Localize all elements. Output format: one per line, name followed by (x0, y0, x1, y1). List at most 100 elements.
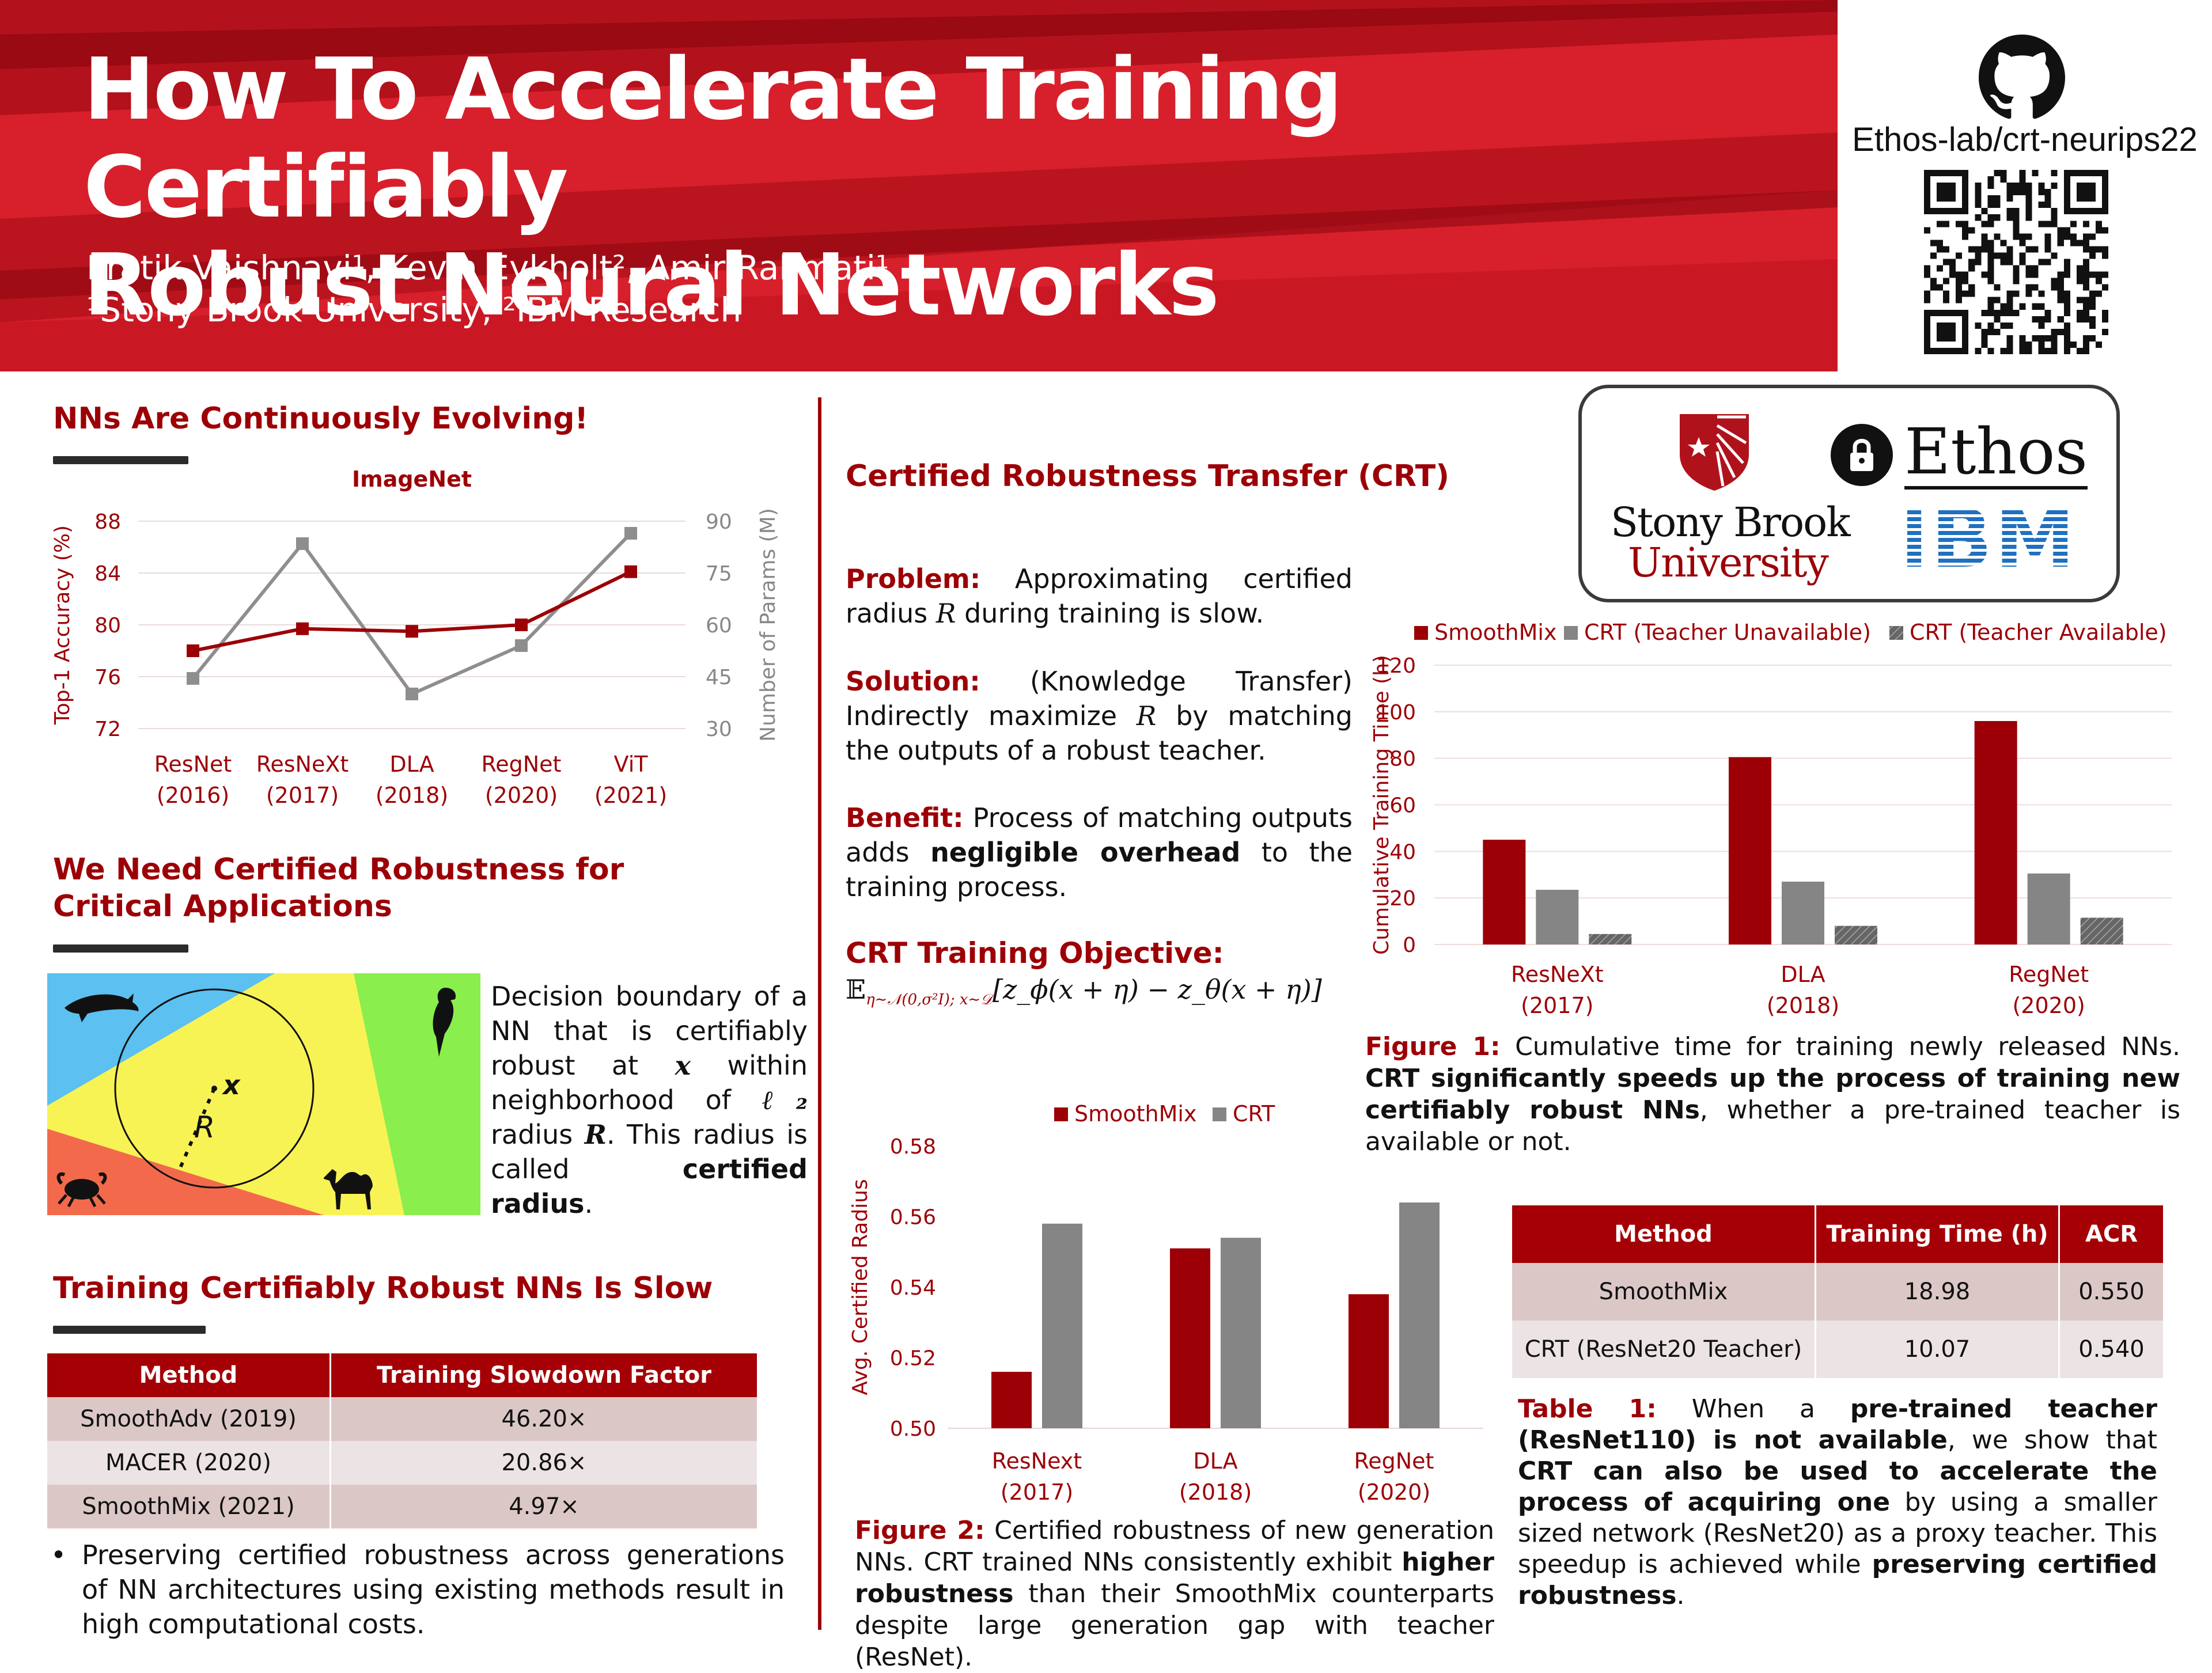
title-line-2: Robust Neural Networks (84, 236, 1219, 335)
table-header: ACR (2058, 1205, 2163, 1263)
slowdown-table: Method Training Slowdown Factor SmoothAd… (47, 1353, 757, 1528)
x-tick-label: (2020) (2012, 993, 2085, 1018)
y-right-tick-label: 30 (706, 718, 732, 741)
table-row: SmoothAdv (2019) 46.20× (47, 1397, 757, 1441)
y-axis-label: Top-1 Accuracy (%) (51, 525, 74, 725)
y-tick-label: 72 (94, 718, 121, 741)
table-row: SmoothMix 18.98 0.550 (1512, 1263, 2163, 1321)
parrot-icon (433, 988, 456, 1057)
table-header: Method (1512, 1205, 1816, 1263)
x-tick-label: RegNet (1354, 1448, 1434, 1474)
affiliations: ¹Stony Brook University, ²IBM Research (86, 290, 742, 329)
crt-problem: Problem: Approximating certified radius … (846, 563, 1353, 629)
y-tick-label: 80 (1389, 748, 1416, 771)
y-tick-label: 0.52 (890, 1347, 936, 1371)
x-tick-label: (2018) (376, 783, 448, 808)
legend-swatch (1054, 1107, 1068, 1121)
x-tick-label: ResNet (154, 752, 232, 777)
chart-title: ImageNet (352, 466, 472, 492)
y-right-tick-label: 75 (706, 562, 732, 586)
bar (1399, 1202, 1440, 1428)
x-tick-label: ResNeXt (1511, 962, 1604, 987)
x-tick-label: ViT (614, 752, 649, 777)
illus-x-label: x (222, 1069, 241, 1101)
x-tick-label: RegNet (2009, 962, 2089, 987)
data-point-accuracy (624, 565, 637, 578)
y-tick-label: 0.54 (890, 1276, 936, 1300)
x-tick-label: (2020) (1358, 1479, 1430, 1505)
crt-solution: Solution: (Knowledge Transfer) Indirectl… (846, 666, 1353, 766)
y-tick-label: 0.58 (890, 1135, 936, 1159)
y-right-tick-label: 60 (706, 614, 732, 638)
section-heading-crt: Certified Robustness Transfer (CRT) (846, 459, 1449, 494)
repo-link[interactable]: Ethos-lab/crt-neurips22 (1852, 121, 2198, 158)
heading-underline (53, 944, 188, 953)
x-tick-label: (2021) (594, 783, 667, 808)
table-row: SmoothMix (2021) 4.97× (47, 1485, 757, 1528)
section-heading-evolving: NNs Are Continuously Evolving! (53, 401, 589, 436)
crt-benefit: Benefit: Process of matching outputs add… (846, 802, 1353, 902)
x-tick-label: (2018) (1767, 993, 1839, 1018)
bar (1170, 1248, 1210, 1428)
y-tick-label: 88 (94, 510, 121, 534)
data-point-accuracy (406, 625, 418, 638)
y-tick-label: 84 (94, 562, 121, 586)
bar (1589, 934, 1632, 944)
header-background (0, 0, 1838, 371)
y-right-tick-label: 90 (706, 510, 732, 534)
title-line-1: How To Accelerate Training Certifiably (84, 40, 1343, 237)
legend-swatch (1889, 626, 1903, 640)
y-axis-label: Cumulative Training Time (h) (1370, 655, 1393, 955)
decision-boundary-text: Decision boundary of a NN that is certif… (491, 981, 808, 1219)
x-tick-label: (2018) (1179, 1479, 1252, 1505)
legend-label: SmoothMix (1434, 620, 1556, 645)
data-point-accuracy (187, 644, 199, 657)
column-divider (818, 397, 821, 1630)
y-tick-label: 0 (1403, 934, 1416, 957)
slow-bullet-text: Preserving certified robustness across g… (82, 1539, 785, 1640)
data-point-params (406, 688, 418, 700)
legend-label: CRT (1233, 1101, 1275, 1126)
legend-swatch (1414, 626, 1428, 640)
heading-line-2: Critical Applications (53, 889, 392, 924)
y-tick-label: 0.50 (890, 1417, 936, 1441)
camel-icon (324, 1169, 373, 1209)
table-header: Method (47, 1353, 331, 1397)
teacher-table: Method Training Time (h) ACR SmoothMix 1… (1512, 1205, 2163, 1378)
x-tick-label: ResNeXt (256, 752, 349, 777)
heading-underline (53, 1326, 206, 1334)
y-tick-label: 0.56 (890, 1206, 936, 1230)
x-tick-label: ResNext (992, 1448, 1082, 1474)
bar (2027, 873, 2070, 944)
bar (1974, 721, 2017, 944)
qr-code[interactable] (1924, 170, 2108, 354)
section-heading-critical: We Need Certified Robustness for Critica… (53, 851, 624, 925)
decision-boundary-illustration: x R (47, 973, 480, 1215)
x-tick-label: RegNet (482, 752, 562, 777)
figure-1-caption: Figure 1: Cumulative time for training n… (1365, 1032, 2180, 1156)
y-tick-label: 76 (94, 666, 121, 689)
imagenet-chart: ImageNet 72 76 80 84 88 30 45 60 75 90 Top-1 Accura… (46, 461, 806, 835)
x-tick-label: DLA (1781, 962, 1825, 987)
crt-objective-label: CRT Training Objective: (846, 936, 1224, 970)
legend-label: SmoothMix (1074, 1101, 1196, 1126)
data-point-params (515, 639, 528, 652)
affiliation-logos: Stony Brook University Ethos IBM (1578, 385, 2120, 602)
github-icon[interactable] (1979, 35, 2065, 121)
y-tick-label: 120 (1376, 654, 1416, 678)
data-point-params (296, 537, 309, 550)
legend-label: CRT (Teacher Available) (1910, 620, 2167, 645)
x-tick-label: DLA (1193, 1448, 1237, 1474)
legend-label: CRT (Teacher Unavailable) (1584, 620, 1871, 645)
bullet-dot: • (51, 1539, 67, 1570)
heading-underline (53, 456, 188, 464)
table-row: CRT (ResNet20 Teacher) 10.07 0.540 (1512, 1321, 2163, 1378)
series-line-params (191, 532, 632, 696)
bar (1042, 1223, 1082, 1428)
bar (1221, 1238, 1261, 1428)
header-banner: How To Accelerate Training Certifiably R… (0, 0, 1838, 371)
table-row: MACER (2020) 20.86× (47, 1441, 757, 1485)
ibm-logo-text: IBM (1907, 503, 2069, 572)
y-right-axis-label: Number of Params (M) (756, 508, 780, 742)
data-point-accuracy (296, 622, 309, 635)
